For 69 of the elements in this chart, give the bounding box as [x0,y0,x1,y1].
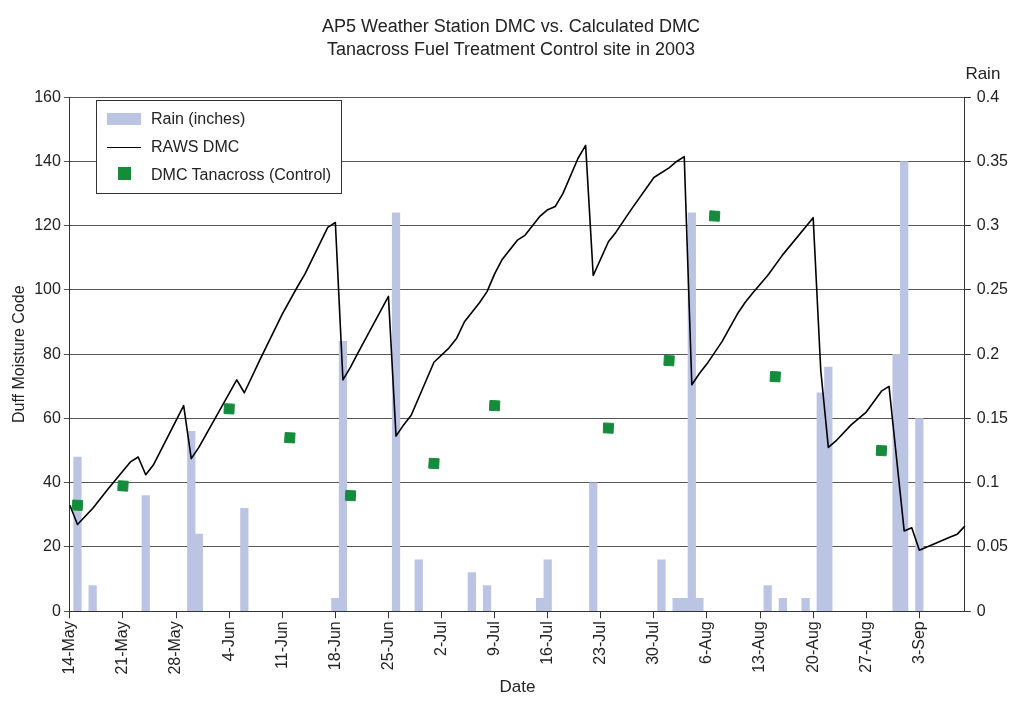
y-tick-label: 60 [43,408,61,426]
point [708,210,721,222]
x-tick-label: 13-Aug [750,621,768,673]
y2-tick-label: 0.35 [976,151,1009,169]
point [602,422,615,434]
y2-tick-label: 0.4 [976,87,1000,105]
y-tick-label: 0 [51,601,61,619]
x-tick-label: 23-Jul [591,621,609,665]
bar [763,585,772,612]
bar [657,559,666,612]
x-tick-label: 27-Aug [856,621,874,673]
point [488,399,501,412]
bar [778,598,787,612]
y-tick-label: 160 [34,87,61,105]
point [223,403,235,415]
y2-tick-label: 0.15 [976,408,1009,426]
point [769,371,781,383]
bar [88,585,97,612]
x-tick-label: 6-Aug [697,621,715,664]
point [663,354,675,367]
y-tick-label: 80 [43,344,61,362]
legend-label: DMC Tanacross (Control) [151,166,332,184]
bar [141,495,150,612]
point [117,480,129,492]
bar [801,598,810,612]
point [875,444,888,457]
x-tick-label: 14-May [60,621,78,675]
y2-axis-title: Rain [965,64,1001,84]
y-tick-label: 140 [34,151,61,169]
legend-label: RAWS DMC [151,138,240,156]
y-axis-title: Duff Moisture Code [10,285,28,423]
point [344,489,357,502]
legend-label: Rain (inches) [151,110,246,128]
y-tick-label: 120 [34,216,61,234]
bar [467,572,476,612]
x-tick-label: 30-Jul [644,621,662,665]
x-tick-label: 28-May [166,621,184,675]
y-tick-label: 100 [34,280,61,298]
bar [240,508,249,612]
y2-tick-label: 0.05 [976,537,1009,555]
x-tick-label: 21-May [113,621,131,675]
y2-tick-label: 0.2 [976,344,1000,362]
bar [589,482,598,612]
point [71,499,84,511]
y-tick-label: 20 [43,537,61,555]
y2-tick-label: 0 [976,601,986,619]
bar [414,559,423,612]
bar [73,456,82,612]
y2-tick-label: 0.3 [976,216,1000,234]
x-tick-label: 18-Jun [325,621,343,671]
bar [391,212,401,612]
bar [915,418,924,612]
x-tick-label: 2-Jul [431,621,449,656]
x-tick-label: 4-Jun [219,621,237,662]
y-tick-label: 40 [43,473,61,491]
y2-tick-label: 0.1 [976,473,1000,491]
x-tick-label: 3-Sep [909,621,927,664]
x-axis-title: Date [499,677,536,697]
x-tick-label: 9-Jul [485,621,503,656]
bar [482,585,492,612]
point [428,457,440,470]
x-tick-label: 20-Aug [803,621,821,673]
x-tick-label: 25-Jun [378,621,396,671]
point [284,432,296,444]
chart-title: AP5 Weather Station DMC vs. Calculated DMC [322,15,700,36]
x-tick-label: 11-Jun [272,621,290,669]
chart-subtitle: Tanacross Fuel Treatment Control site in 2003 [326,39,696,60]
y2-tick-label: 0.25 [976,280,1009,298]
x-tick-label: 16-Jul [538,621,556,665]
